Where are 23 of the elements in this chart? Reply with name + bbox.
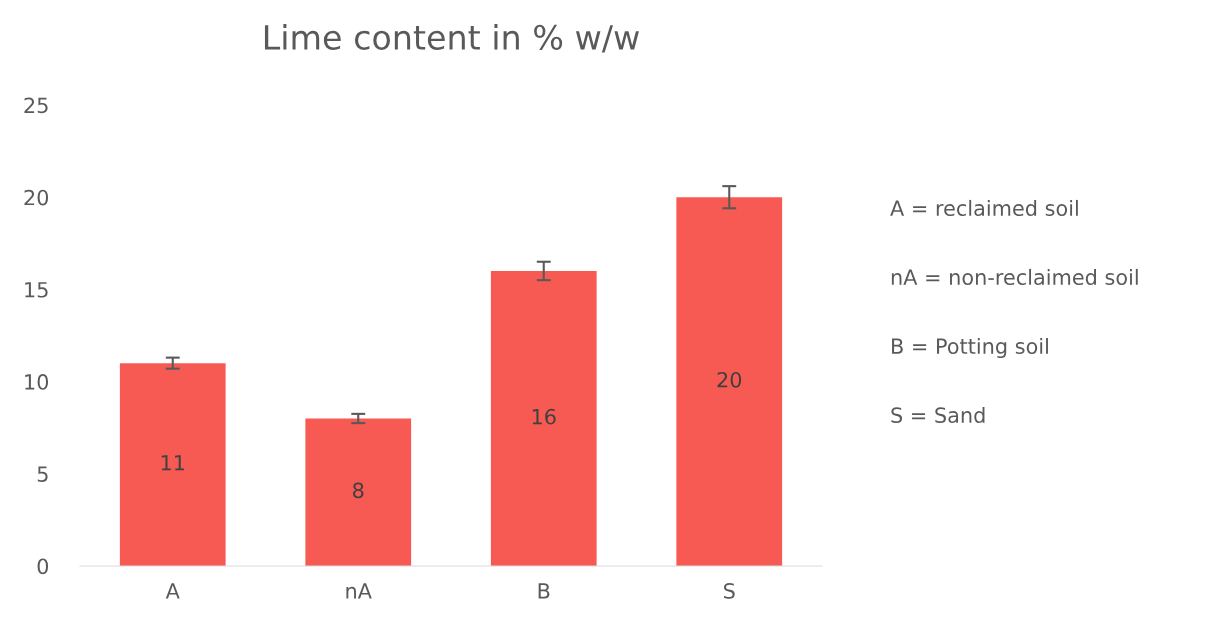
chart-title: Lime content in % w/w — [264, 24, 639, 53]
bar — [490, 270, 597, 566]
bar — [676, 197, 783, 566]
x-tick-label: nA — [346, 583, 372, 599]
y-tick-label: 25 — [24, 97, 48, 114]
data-label: 8 — [353, 482, 364, 499]
bar — [305, 418, 412, 566]
data-label: 11 — [161, 455, 185, 471]
data-label: 20 — [717, 371, 742, 388]
text: nA = non-reclaimed soil — [891, 268, 1138, 286]
data-label: 16 — [532, 408, 556, 425]
x-tick-label: A — [165, 583, 180, 599]
text: A = reclaimed soil — [890, 199, 1078, 217]
text: B = Potting soil — [892, 337, 1048, 359]
y-tick-label: 10 — [25, 374, 49, 390]
y-tick-label: 15 — [25, 282, 48, 298]
y-tick-label: 5 — [37, 466, 48, 483]
y-tick-label: 20 — [24, 189, 49, 206]
x-tick-label: B — [538, 583, 550, 599]
y-tick-label: 0 — [37, 558, 49, 575]
x-tick-label: S — [724, 583, 735, 599]
bar — [119, 363, 226, 566]
text: S = Sand — [891, 406, 985, 424]
